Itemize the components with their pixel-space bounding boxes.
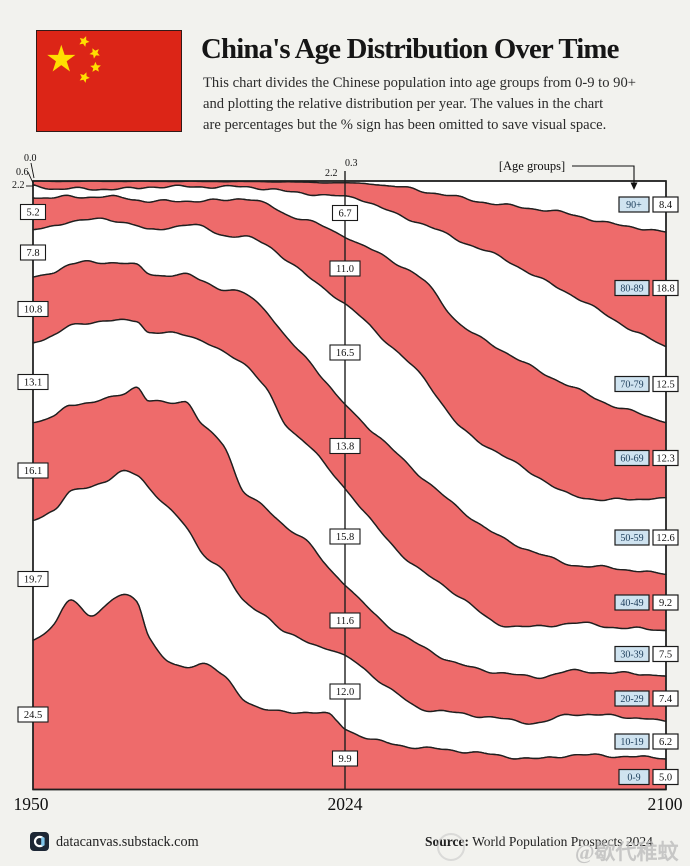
svg-text:1950: 1950 [14,794,49,814]
svg-text:40-49: 40-49 [620,598,643,609]
svg-text:20-29: 20-29 [620,694,643,705]
svg-text:2.2: 2.2 [12,180,25,191]
svg-text:15.8: 15.8 [336,532,354,543]
svg-text:5.0: 5.0 [659,773,672,784]
svg-text:2100: 2100 [648,794,683,814]
svg-text:7.8: 7.8 [26,248,39,259]
svg-text:0-9: 0-9 [627,772,640,783]
svg-text:10-19: 10-19 [620,737,643,748]
svg-text:7.4: 7.4 [659,694,673,705]
svg-text:0.3: 0.3 [345,158,358,169]
svg-text:80-89: 80-89 [620,283,643,294]
svg-text:90+: 90+ [626,200,642,211]
svg-text:6.7: 6.7 [338,209,351,220]
svg-text:6.2: 6.2 [659,737,672,748]
svg-text:70-79: 70-79 [620,379,643,390]
svg-text:18.8: 18.8 [656,284,674,295]
svg-text:60-69: 60-69 [620,453,643,464]
svg-text:12.3: 12.3 [656,454,674,465]
svg-text:24.5: 24.5 [24,710,42,721]
svg-text:30-39: 30-39 [620,649,643,660]
svg-text:0.6: 0.6 [16,167,29,178]
svg-text:11.6: 11.6 [336,616,354,627]
svg-text:9.9: 9.9 [338,754,351,765]
svg-text:10.8: 10.8 [24,305,42,316]
svg-text:11.0: 11.0 [336,264,354,275]
svg-text:2.2: 2.2 [325,168,338,179]
svg-text:50-59: 50-59 [620,533,643,544]
svg-text:2024: 2024 [328,794,363,814]
svg-text:12.5: 12.5 [656,380,674,391]
svg-text:0.0: 0.0 [24,153,37,164]
svg-text:13.8: 13.8 [336,442,354,453]
svg-text:13.1: 13.1 [24,378,42,389]
svg-text:9.2: 9.2 [659,598,672,609]
svg-text:16.5: 16.5 [336,348,354,359]
svg-text:5.2: 5.2 [26,208,39,219]
svg-text:[Age groups]: [Age groups] [499,159,565,173]
svg-text:12.6: 12.6 [656,533,674,544]
svg-text:7.5: 7.5 [659,650,672,661]
svg-text:8.4: 8.4 [659,200,673,211]
svg-text:16.1: 16.1 [24,466,42,477]
svg-text:12.0: 12.0 [336,687,354,698]
svg-text:19.7: 19.7 [24,575,42,586]
